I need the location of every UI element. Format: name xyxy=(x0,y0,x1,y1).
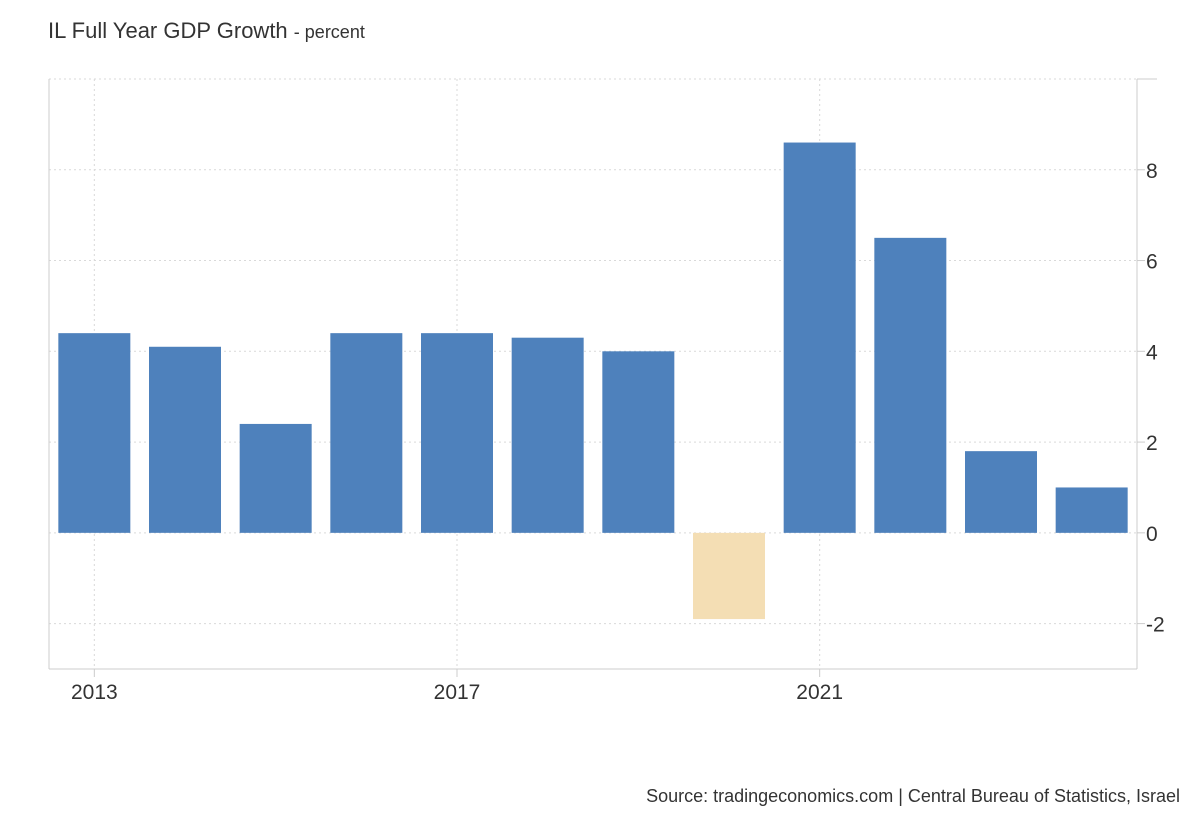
chart-title: IL Full Year GDP Growth - percent xyxy=(48,18,365,44)
chart-title-main: IL Full Year GDP Growth xyxy=(48,18,288,43)
bars-layer xyxy=(58,142,1128,620)
bar-2017[interactable] xyxy=(421,333,493,533)
bar-chart: -2 0 2 4 6 8 2013 2017 2021 xyxy=(48,78,1165,704)
bar-2024[interactable] xyxy=(1055,487,1128,533)
bar-2018[interactable] xyxy=(511,337,584,533)
y-tick-label: 6 xyxy=(1146,251,1158,274)
bar-2014[interactable] xyxy=(149,346,221,533)
x-tick-label: 2021 xyxy=(796,681,843,704)
y-tick-label: 4 xyxy=(1146,341,1158,364)
y-tick-label: 0 xyxy=(1146,523,1158,546)
bar-2013[interactable] xyxy=(58,333,131,533)
y-tick-label: 2 xyxy=(1146,432,1158,455)
bar-2020[interactable] xyxy=(693,532,765,620)
bar-2021[interactable] xyxy=(783,142,856,533)
y-tick-label: 8 xyxy=(1146,160,1158,183)
axis-layer: -2 0 2 4 6 8 2013 2017 2021 xyxy=(48,78,1165,704)
bar-2016[interactable] xyxy=(330,333,403,533)
x-tick-label: 2017 xyxy=(434,681,481,704)
chart-title-unit: - percent xyxy=(293,22,365,42)
bar-2022[interactable] xyxy=(874,237,947,533)
bar-2023[interactable] xyxy=(965,451,1037,533)
x-tick-label: 2013 xyxy=(71,681,118,704)
y-tick-label: -2 xyxy=(1146,614,1165,637)
source-note: Source: tradingeconomics.com | Central B… xyxy=(646,786,1180,806)
bar-2019[interactable] xyxy=(602,351,675,533)
bar-2015[interactable] xyxy=(239,423,312,533)
